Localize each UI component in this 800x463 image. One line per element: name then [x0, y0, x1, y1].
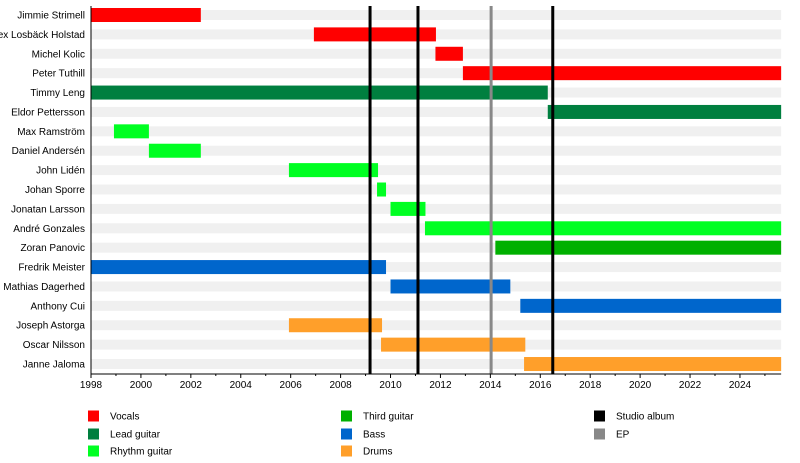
member-label: Fredrik Meister	[18, 263, 85, 274]
member-bar	[148, 143, 201, 158]
member-bar	[381, 337, 526, 352]
legend-swatch	[88, 410, 99, 422]
studio-album-line	[551, 6, 555, 374]
ep-release-line	[489, 6, 493, 374]
member-bar	[313, 27, 436, 42]
row-stripe	[91, 10, 782, 20]
member-bar	[288, 163, 379, 178]
legend-label: Studio album	[616, 412, 674, 423]
member-bar	[435, 46, 463, 61]
member-bar	[520, 298, 782, 313]
member-bar	[547, 104, 782, 119]
legend-swatch	[594, 428, 605, 440]
member-label: Janne Jaloma	[23, 360, 86, 371]
member-label: Alex Losbäck Holstad	[0, 30, 85, 41]
legend-label: Vocals	[110, 412, 139, 423]
studio-album-line	[368, 6, 372, 374]
x-tick-label: 2020	[629, 380, 652, 391]
member-label: Daniel Andersén	[12, 146, 85, 157]
legend-label: Lead guitar	[110, 430, 161, 441]
member-label: Eldor Pettersson	[11, 107, 85, 118]
legend-label: EP	[616, 430, 630, 441]
member-bar	[390, 201, 426, 216]
member-label: André Gonzales	[13, 224, 85, 235]
member-label: Oscar Nilsson	[23, 340, 85, 351]
x-tick-label: 2008	[329, 380, 352, 391]
member-bar	[91, 8, 201, 22]
member-label: Joseph Astorga	[16, 321, 85, 332]
member-label: Max Ramström	[17, 127, 85, 138]
member-bar	[390, 279, 511, 294]
x-tick-label: 2024	[729, 380, 752, 391]
row-stripe	[91, 106, 782, 117]
member-bar	[495, 240, 782, 255]
legend-swatch	[341, 445, 352, 457]
x-tick-label: 2002	[180, 380, 203, 391]
studio-album-line	[416, 6, 420, 374]
legend-swatch	[594, 410, 605, 422]
member-label: John Lidén	[36, 166, 85, 177]
row-stripe	[91, 184, 782, 195]
legend-label: Drums	[363, 447, 392, 458]
legend-swatch	[341, 410, 352, 422]
member-label: Mathias Dagerhed	[3, 282, 85, 293]
row-stripe	[91, 300, 782, 311]
row-stripe	[91, 242, 782, 253]
member-label: Zoran Panovic	[21, 243, 85, 254]
x-tick-label: 2014	[479, 380, 502, 391]
x-tick-label: 2022	[679, 380, 702, 391]
x-tick-label: 2010	[379, 380, 402, 391]
member-label: Anthony Cui	[31, 301, 85, 312]
legend-swatch	[88, 445, 99, 457]
member-bar	[113, 124, 149, 139]
x-tick-label: 2016	[529, 380, 552, 391]
row-stripe	[91, 68, 782, 79]
legend-label: Bass	[363, 430, 385, 441]
member-bar	[377, 182, 387, 197]
member-label: Jimmie Strimell	[17, 11, 85, 22]
member-label: Johan Sporre	[25, 185, 85, 196]
member-bar	[91, 260, 387, 275]
member-bar	[524, 357, 782, 372]
x-tick-label: 2018	[579, 380, 602, 391]
member-bar	[288, 318, 383, 333]
row-stripe	[91, 203, 782, 214]
x-tick-label: 2004	[230, 380, 253, 391]
row-stripe	[91, 320, 782, 331]
row-stripe	[91, 165, 782, 176]
member-bar	[462, 66, 782, 81]
member-label: Jonatan Larsson	[11, 204, 85, 215]
row-stripe	[91, 359, 782, 370]
row-stripe	[91, 126, 782, 137]
x-tick-label: 2006	[280, 380, 303, 391]
legend-swatch	[341, 428, 352, 440]
member-bar	[91, 85, 548, 100]
member-bar	[424, 221, 782, 236]
x-tick-label: 1998	[80, 380, 103, 391]
member-label: Timmy Leng	[30, 88, 85, 99]
member-label: Peter Tuthill	[32, 69, 85, 80]
member-label: Michel Kolic	[32, 49, 85, 60]
legend-swatch	[88, 428, 99, 440]
legend-label: Rhythm guitar	[110, 447, 173, 458]
row-stripe	[91, 145, 782, 156]
x-tick-label: 2012	[429, 380, 452, 391]
row-stripe	[91, 29, 782, 40]
x-tick-label: 2000	[130, 380, 153, 391]
legend-label: Third guitar	[363, 412, 414, 423]
row-stripe	[91, 262, 782, 273]
